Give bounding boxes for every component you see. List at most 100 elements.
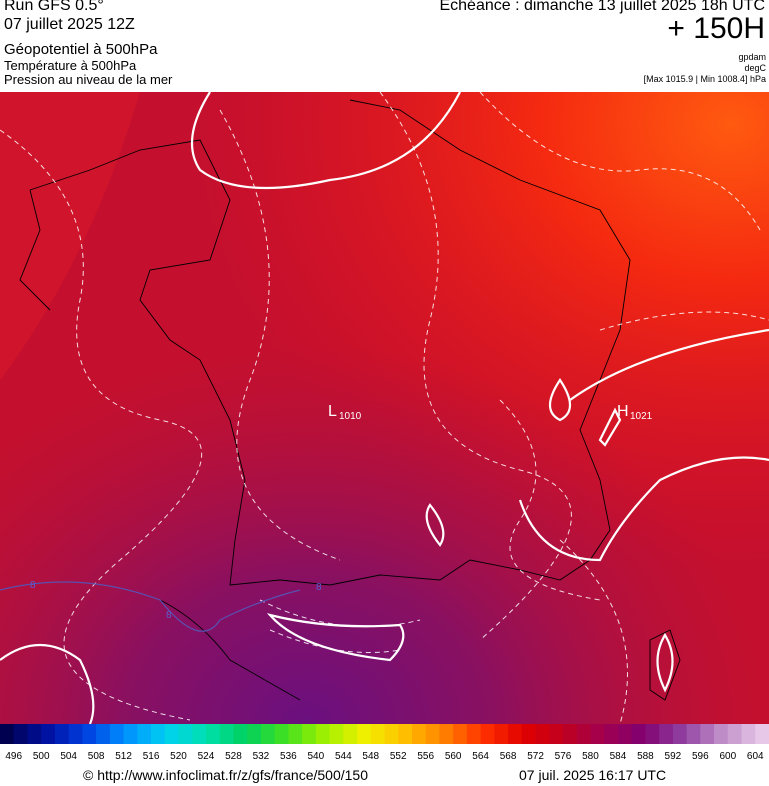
colorbar-cell [247, 724, 262, 744]
colorbar-cell [68, 724, 83, 744]
colorbar-cell [315, 724, 331, 744]
colorbar-cell [741, 724, 756, 744]
colorbar-cell [123, 724, 138, 744]
colorbar-cell [672, 724, 688, 744]
colorbar-label: 516 [143, 751, 160, 762]
colorbar-cell [205, 724, 221, 744]
echeance: Echéance : dimanche 13 juillet 2025 18h … [439, 0, 765, 14]
colorbar-cell [13, 724, 28, 744]
colorbar-cell [590, 724, 605, 744]
colorbar-cell [343, 724, 358, 744]
colorbar-cell [604, 724, 619, 744]
colorbar-cell [164, 724, 180, 744]
colorbar-label: 568 [500, 751, 517, 762]
colorbar-cell [508, 724, 523, 744]
colorbar-cell [82, 724, 97, 744]
colorbar-cell [137, 724, 152, 744]
colorbar-label: 600 [719, 751, 736, 762]
colorbar-label: 576 [555, 751, 572, 762]
colorbar-label: 604 [747, 751, 764, 762]
high-letter: H [617, 403, 629, 420]
high-value: 1021 [630, 411, 653, 422]
colorbar-cell [260, 724, 276, 744]
colorbar-cell [645, 724, 660, 744]
colorbar-label: 520 [170, 751, 187, 762]
colorbar-cell [755, 724, 769, 744]
colorbar-label: 556 [417, 751, 434, 762]
unit-label: gpdam [738, 52, 766, 62]
colorbar-label: 544 [335, 751, 352, 762]
colorbar-cell [494, 724, 509, 744]
colorbar-label: 580 [582, 751, 599, 762]
footer-timestamp: 07 juil. 2025 16:17 UTC [519, 767, 667, 783]
colorbar-label: 596 [692, 751, 709, 762]
colorbar-cell [686, 724, 701, 744]
colorbar-cell [480, 724, 495, 744]
colorbar-label: 504 [60, 751, 77, 762]
colorbar-cell [398, 724, 413, 744]
colorbar-cell [0, 724, 15, 744]
colorbar-cell [54, 724, 70, 744]
colorbar-label: 500 [33, 751, 50, 762]
colorbar-label: 496 [5, 751, 22, 762]
run-date: 07 juillet 2025 12Z [4, 16, 135, 33]
colorbar-cell [727, 724, 743, 744]
low-letter: L [328, 403, 337, 420]
colorbar-label: 584 [610, 751, 627, 762]
lead-time: + 150H [667, 12, 765, 45]
unit-label: [Max 1015.9 | Min 1008.4] hPa [643, 74, 766, 84]
footer-source: © http://www.infoclimat.fr/z/gfs/france/… [83, 767, 368, 783]
colorbar-label: 512 [115, 751, 132, 762]
colorbar-label: 592 [665, 751, 682, 762]
colorbar-cell [27, 724, 42, 744]
colorbar-cell [521, 724, 537, 744]
colorbar-cell [411, 724, 427, 744]
colorbar-cell [219, 724, 234, 744]
colorbar-cell [192, 724, 207, 744]
colorbar-cell [384, 724, 399, 744]
colorbar-label: 508 [88, 751, 105, 762]
colorbar-cell [617, 724, 633, 744]
colorbar-cell [659, 724, 674, 744]
colorbar-label: 552 [390, 751, 407, 762]
low-value: 1010 [339, 411, 362, 422]
colorbar-cell [439, 724, 454, 744]
colorbar-cell [453, 724, 468, 744]
colorbar-cell [576, 724, 591, 744]
colorbar-cell [425, 724, 440, 744]
isotherm-label: 8 [30, 580, 36, 591]
colorbar-cell [274, 724, 289, 744]
colorbar-label: 532 [253, 751, 270, 762]
colorbar-cell [549, 724, 564, 744]
colorbar-cell [41, 724, 56, 744]
colorbar-cell [370, 724, 385, 744]
colorbar-cell [631, 724, 646, 744]
colorbar-cell [302, 724, 317, 744]
colorbar-cell [700, 724, 715, 744]
field-label: Pression au niveau de la mer [4, 72, 173, 87]
colorbar-label: 524 [198, 751, 215, 762]
colorbar-cell [329, 724, 344, 744]
colorbar-label: 548 [362, 751, 379, 762]
colorbar-label: 540 [307, 751, 324, 762]
colorbar-label: 572 [527, 751, 544, 762]
colorbar-label: 560 [445, 751, 462, 762]
isotherm-label: 8 [166, 610, 172, 621]
colorbar-cell [233, 724, 248, 744]
map-field [0, 92, 769, 724]
run-title: Run GFS 0.5° [4, 0, 104, 14]
colorbar-cell [178, 724, 193, 744]
colorbar-cell [714, 724, 729, 744]
colorbar-cell [288, 724, 303, 744]
colorbar-label: 528 [225, 751, 242, 762]
unit-label: degC [744, 63, 766, 73]
colorbar-cell [109, 724, 125, 744]
colorbar-cell [535, 724, 550, 744]
isotherm-label: 8 [316, 582, 322, 593]
field-label: Géopotentiel à 500hPa [4, 41, 158, 58]
colorbar-cell [563, 724, 578, 744]
colorbar-cell [96, 724, 111, 744]
colorbar-label: 588 [637, 751, 654, 762]
